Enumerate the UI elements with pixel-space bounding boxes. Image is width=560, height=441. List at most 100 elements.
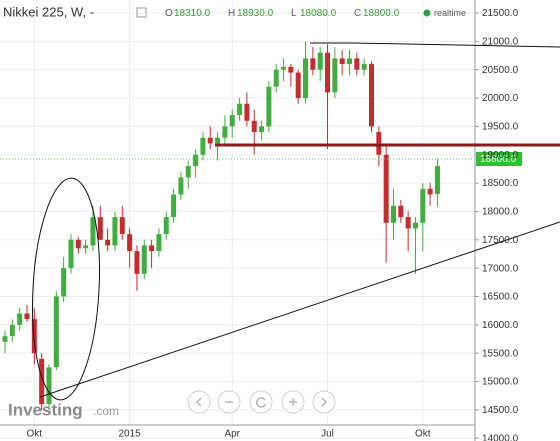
candle-body <box>185 166 191 178</box>
ohlc-readout: O 18310.0 H 18930.0 L 18080.0 C 18800.0 <box>165 8 400 19</box>
candle-body <box>229 115 235 127</box>
candle-body <box>383 154 389 223</box>
candle-body <box>9 324 15 337</box>
x-tick-label: Okt <box>415 429 431 440</box>
candle-body <box>149 245 155 252</box>
candle-body <box>361 64 367 70</box>
candles <box>2 41 440 410</box>
candle-body <box>398 205 404 218</box>
candle-body <box>369 64 374 127</box>
left-icon <box>195 397 202 407</box>
right-icon <box>321 397 328 407</box>
candle-body <box>310 58 316 70</box>
settings-icon[interactable] <box>136 7 147 18</box>
y-tick-label: 14000.0 <box>482 433 519 441</box>
y-tick-label: 15500.0 <box>482 348 519 359</box>
candle-body <box>127 234 133 252</box>
scroll-right-button[interactable] <box>312 390 336 414</box>
candle-body <box>376 132 382 155</box>
candle-body <box>347 58 353 65</box>
candle-body <box>317 52 323 70</box>
trend-line[interactable] <box>39 221 560 398</box>
x-tick-label: Jul <box>321 429 334 440</box>
candle-body <box>53 296 59 368</box>
candle-body <box>244 103 250 121</box>
candle-body <box>68 239 74 269</box>
y-tick-label: 21000.0 <box>482 37 519 48</box>
candle-body <box>273 69 279 87</box>
candle-body <box>237 103 243 116</box>
candle-body <box>134 251 140 274</box>
candle-body <box>427 188 433 195</box>
candle-body <box>332 58 338 93</box>
candle-body <box>295 72 301 99</box>
watermark-brand: Investing <box>8 400 83 419</box>
candle-body <box>390 205 396 223</box>
ohlc-key: L <box>291 8 297 19</box>
y-tick-label: 14500.0 <box>482 405 519 416</box>
grid <box>0 0 475 439</box>
candle-body <box>163 217 169 235</box>
candle-body <box>97 217 103 240</box>
y-tick-label: 20500.0 <box>482 65 519 76</box>
ellipse-drawing[interactable] <box>27 176 105 401</box>
candle-body <box>119 217 125 235</box>
candle-body <box>222 126 228 138</box>
reset-icon <box>256 397 267 408</box>
y-tick-label: 16000.0 <box>482 320 519 331</box>
candle-body <box>259 126 265 133</box>
y-tick-label: 17500.0 <box>482 235 519 246</box>
price-marker-label: 18800.0 <box>480 154 517 165</box>
y-tick-label: 18000.0 <box>482 207 519 218</box>
scroll-left-button[interactable] <box>187 390 211 414</box>
candle-body <box>354 58 360 70</box>
candle-body <box>39 358 45 405</box>
candle-body <box>178 177 184 195</box>
candle-body <box>156 234 162 252</box>
ohlc-key: H <box>228 8 235 19</box>
candle-body <box>215 137 221 144</box>
candle-body <box>112 217 118 246</box>
watermark-suffix: .com <box>93 404 119 418</box>
ohlc-value: 18080.0 <box>300 8 337 19</box>
candle-body <box>17 313 23 325</box>
candle-body <box>412 222 418 229</box>
instrument-title: Nikkei 225, W, - <box>3 4 94 19</box>
candle-body <box>46 367 52 405</box>
candle-body <box>405 217 411 229</box>
x-tick-label: Okt <box>27 429 43 440</box>
y-tick-label: 18500.0 <box>482 178 519 189</box>
realtime-label: realtime <box>434 8 466 18</box>
y-tick-label: 16500.0 <box>482 292 519 303</box>
candle-body <box>200 137 206 155</box>
realtime-dot <box>423 9 431 17</box>
ohlc-value: 18310.0 <box>174 8 211 19</box>
ohlc-value: 18930.0 <box>237 8 274 19</box>
reset-button[interactable] <box>249 390 273 414</box>
ohlc-key: C <box>354 8 361 19</box>
candle-body <box>105 239 111 246</box>
candle-body <box>325 52 331 93</box>
y-tick-label: 21500.0 <box>482 8 519 19</box>
candle-body <box>171 194 177 218</box>
candle-body <box>266 86 272 127</box>
candle-body <box>303 58 309 99</box>
x-tick-label: 2015 <box>118 429 141 440</box>
zoom-icons <box>195 397 328 408</box>
zoom-controls <box>187 390 336 414</box>
candle-body <box>24 313 30 320</box>
ohlc-value: 18800.0 <box>363 8 400 19</box>
candle-body <box>2 336 8 342</box>
high-line[interactable] <box>310 42 560 48</box>
candle-body <box>420 188 426 223</box>
y-tick-label: 19500.0 <box>482 122 519 133</box>
candle-body <box>251 120 257 133</box>
ohlc-key: O <box>165 8 173 19</box>
candle-body <box>90 217 96 246</box>
candle-body <box>193 154 199 167</box>
candle-body <box>31 319 37 354</box>
y-tick-label: 15000.0 <box>482 377 519 388</box>
y-tick-label: 20000.0 <box>482 93 519 104</box>
